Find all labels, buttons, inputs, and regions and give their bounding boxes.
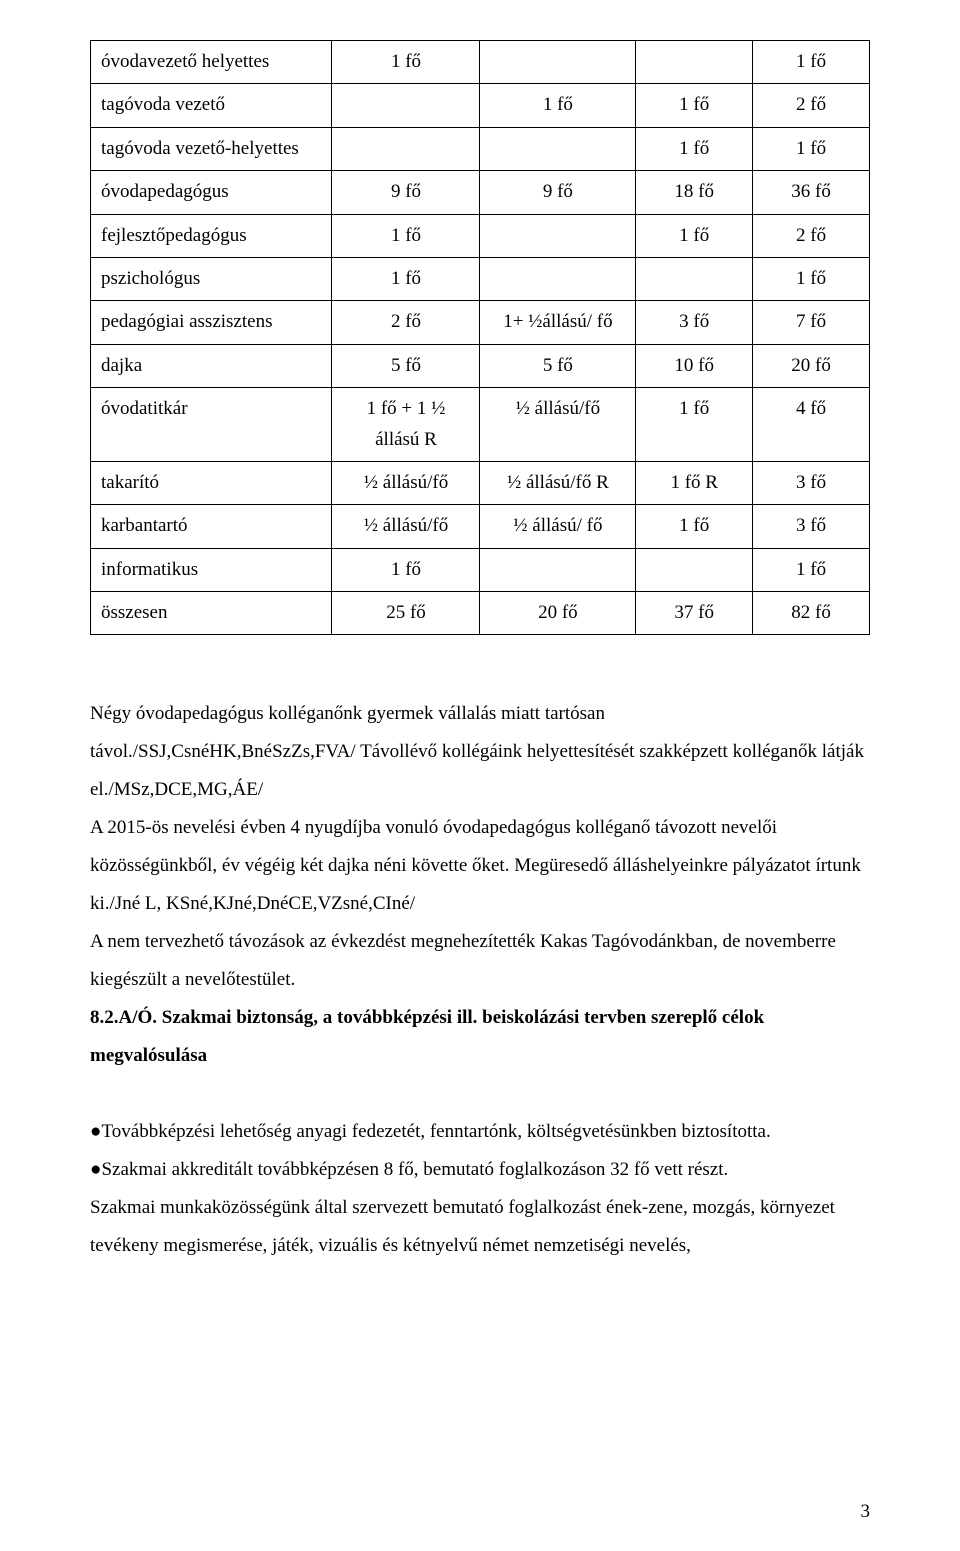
cell: ½ állású/fő — [332, 505, 480, 548]
cell: 3 fő — [636, 301, 753, 344]
table-row: óvodavezető helyettes 1 fő 1 fő — [91, 41, 870, 84]
cell: 1 fő — [332, 41, 480, 84]
cell — [332, 127, 480, 170]
cell: 1 fő — [332, 548, 480, 591]
cell: 1 fő + 1 ½ állású R — [332, 388, 480, 462]
cell-label: tagóvoda vezető-helyettes — [91, 127, 332, 170]
page-number: 3 — [861, 1501, 871, 1523]
cell-label: pszichológus — [91, 257, 332, 300]
cell-label: takarító — [91, 461, 332, 504]
cell-label: dajka — [91, 344, 332, 387]
cell — [480, 214, 636, 257]
table-row: tagóvoda vezető-helyettes 1 fő 1 fő — [91, 127, 870, 170]
cell-label: óvodavezető helyettes — [91, 41, 332, 84]
heading-text: 8.2.A/Ó. Szakmai biztonság, a továbbképz… — [90, 1007, 764, 1028]
cell: 82 fő — [753, 592, 870, 635]
cell — [636, 257, 753, 300]
cell: 1 fő R — [636, 461, 753, 504]
cell-label: óvodapedagógus — [91, 171, 332, 214]
cell: 5 fő — [332, 344, 480, 387]
cell-label: pedagógiai asszisztens — [91, 301, 332, 344]
paragraph: Szakmai munkaközösségünk által szervezet… — [90, 1189, 870, 1265]
cell: 36 fő — [753, 171, 870, 214]
section-heading: megvalósulása — [90, 1037, 870, 1075]
cell — [636, 41, 753, 84]
heading-text: megvalósulása — [90, 1045, 207, 1066]
table-row: karbantartó ½ állású/fő ½ állású/ fő 1 f… — [91, 505, 870, 548]
cell: 1 fő — [332, 257, 480, 300]
paragraph: A nem tervezhető távozások az évkezdést … — [90, 923, 870, 999]
cell: 7 fő — [753, 301, 870, 344]
table-row: takarító ½ állású/fő ½ állású/fő R 1 fő … — [91, 461, 870, 504]
cell: 1 fő — [636, 127, 753, 170]
cell: 1 fő — [636, 214, 753, 257]
cell: 9 fő — [332, 171, 480, 214]
cell: 37 fő — [636, 592, 753, 635]
cell: 1 fő — [753, 257, 870, 300]
cell: 1 fő — [636, 505, 753, 548]
cell — [480, 257, 636, 300]
cell: ½ állású/fő — [480, 388, 636, 462]
cell: 25 fő — [332, 592, 480, 635]
cell-label: összesen — [91, 592, 332, 635]
cell: 9 fő — [480, 171, 636, 214]
cell: 3 fő — [753, 461, 870, 504]
bullet-line: ●Továbbképzési lehetőség anyagi fedezeté… — [90, 1113, 870, 1151]
cell: 20 fő — [480, 592, 636, 635]
cell — [480, 127, 636, 170]
cell: 1 fő — [480, 84, 636, 127]
cell: 3 fő — [753, 505, 870, 548]
cell: 4 fő — [753, 388, 870, 462]
table-row: óvodatitkár 1 fő + 1 ½ állású R ½ állású… — [91, 388, 870, 462]
cell: ½ állású/fő R — [480, 461, 636, 504]
cell: 1+ ½állású/ fő — [480, 301, 636, 344]
cell-label: fejlesztőpedagógus — [91, 214, 332, 257]
cell-label: informatikus — [91, 548, 332, 591]
cell — [480, 548, 636, 591]
table-row: tagóvoda vezető 1 fő 1 fő 2 fő — [91, 84, 870, 127]
cell: 1 fő — [753, 127, 870, 170]
cell: 1 fő — [636, 388, 753, 462]
cell: 2 fő — [332, 301, 480, 344]
table-row: összesen 25 fő 20 fő 37 fő 82 fő — [91, 592, 870, 635]
paragraph: A 2015-ös nevelési évben 4 nyugdíjba von… — [90, 809, 870, 923]
paragraph: Négy óvodapedagógus kolléganőnk gyermek … — [90, 695, 870, 809]
staff-table: óvodavezető helyettes 1 fő 1 fő tagóvoda… — [90, 40, 870, 635]
table-row: óvodapedagógus 9 fő 9 fő 18 fő 36 fő — [91, 171, 870, 214]
document-page: óvodavezető helyettes 1 fő 1 fő tagóvoda… — [0, 0, 960, 1551]
cell-label: tagóvoda vezető — [91, 84, 332, 127]
cell: ½ állású/fő — [332, 461, 480, 504]
section-heading: 8.2.A/Ó. Szakmai biztonság, a továbbképz… — [90, 999, 870, 1037]
cell: 1 fő — [332, 214, 480, 257]
table-row: pszichológus 1 fő 1 fő — [91, 257, 870, 300]
cell: ½ állású/ fő — [480, 505, 636, 548]
cell: 1 fő — [636, 84, 753, 127]
cell: 18 fő — [636, 171, 753, 214]
cell — [332, 84, 480, 127]
table-row: informatikus 1 fő 1 fő — [91, 548, 870, 591]
cell: 1 fő — [753, 41, 870, 84]
cell: 2 fő — [753, 214, 870, 257]
cell: 5 fő — [480, 344, 636, 387]
cell — [480, 41, 636, 84]
cell: 2 fő — [753, 84, 870, 127]
cell: 20 fő — [753, 344, 870, 387]
bullet-line: ●Szakmai akkreditált továbbképzésen 8 fő… — [90, 1151, 870, 1189]
cell: 1 fő — [753, 548, 870, 591]
table-row: dajka 5 fő 5 fő 10 fő 20 fő — [91, 344, 870, 387]
cell — [636, 548, 753, 591]
cell-label: óvodatitkár — [91, 388, 332, 462]
cell: 10 fő — [636, 344, 753, 387]
cell-label: karbantartó — [91, 505, 332, 548]
table-row: pedagógiai asszisztens 2 fő 1+ ½állású/ … — [91, 301, 870, 344]
body-text: Négy óvodapedagógus kolléganőnk gyermek … — [90, 695, 870, 1265]
table-row: fejlesztőpedagógus 1 fő 1 fő 2 fő — [91, 214, 870, 257]
